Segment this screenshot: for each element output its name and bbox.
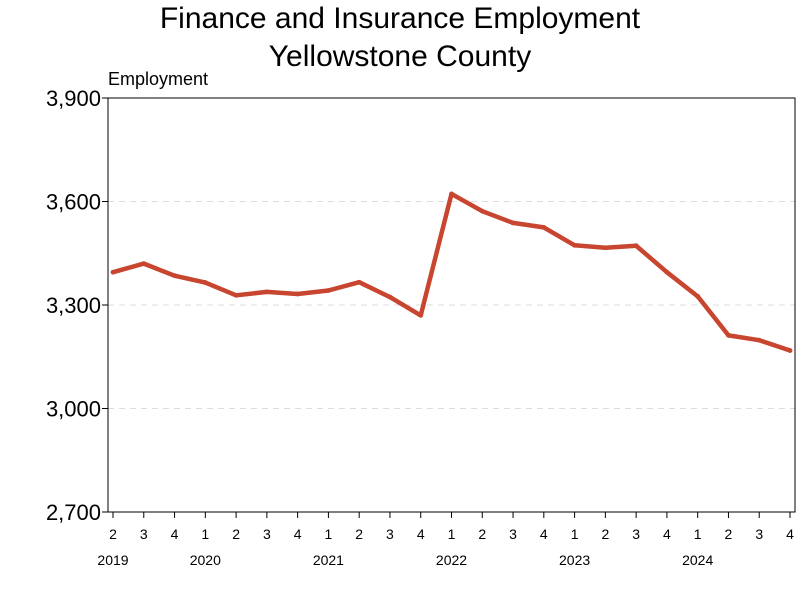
x-tick-label: 2 xyxy=(725,526,733,542)
data-point xyxy=(695,293,701,299)
x-tick-label: 2 xyxy=(478,526,486,542)
y-tick-label: 3,000 xyxy=(46,397,101,422)
x-tick-label: 1 xyxy=(325,526,333,542)
y-tick-label: 3,300 xyxy=(46,293,101,318)
y-axis-label: Employment xyxy=(108,69,208,89)
x-year-label: 2024 xyxy=(682,552,713,568)
data-point xyxy=(356,279,362,285)
x-tick-label: 4 xyxy=(417,526,425,542)
data-point xyxy=(602,245,608,251)
data-point xyxy=(233,292,239,298)
x-year-label: 2023 xyxy=(559,552,590,568)
x-tick-label: 2 xyxy=(355,526,363,542)
y-tick-label: 3,900 xyxy=(46,86,101,111)
y-tick-label: 2,700 xyxy=(46,500,101,525)
data-point xyxy=(726,332,731,338)
x-year-label: 2022 xyxy=(436,552,467,568)
data-point xyxy=(172,273,177,279)
x-tick-label: 4 xyxy=(786,526,794,542)
x-tick-label: 2 xyxy=(601,526,609,542)
x-tick-label: 1 xyxy=(201,526,209,542)
data-point xyxy=(787,348,793,353)
data-point xyxy=(202,280,208,285)
data-point xyxy=(326,288,331,293)
x-tick-label: 1 xyxy=(571,526,579,542)
x-tick-label: 4 xyxy=(663,526,671,542)
data-point xyxy=(479,208,485,214)
data-point xyxy=(572,242,577,248)
data-point xyxy=(664,269,670,275)
x-tick-label: 2 xyxy=(109,526,117,542)
data-point xyxy=(633,243,639,249)
data-point xyxy=(387,294,393,300)
data-point xyxy=(541,224,547,230)
data-point xyxy=(449,191,454,197)
x-tick-label: 4 xyxy=(294,526,302,542)
data-point xyxy=(110,269,116,275)
data-point xyxy=(141,261,147,266)
data-point xyxy=(264,289,270,295)
data-point xyxy=(418,312,424,318)
y-tick-label: 3,600 xyxy=(46,190,101,215)
x-year-label: 2019 xyxy=(97,552,128,568)
x-tick-label: 1 xyxy=(694,526,702,542)
data-point xyxy=(756,337,762,343)
x-tick-label: 1 xyxy=(448,526,456,542)
x-tick-label: 4 xyxy=(540,526,548,542)
data-point xyxy=(295,291,301,297)
x-year-label: 2020 xyxy=(190,552,221,568)
x-tick-label: 4 xyxy=(171,526,179,542)
series-line xyxy=(110,191,793,353)
chart-subtitle: Yellowstone County xyxy=(268,40,532,73)
x-year-label: 2021 xyxy=(313,552,344,568)
x-tick-label: 3 xyxy=(509,526,517,542)
x-tick-label: 3 xyxy=(755,526,763,542)
x-tick-label: 3 xyxy=(263,526,271,542)
x-tick-label: 3 xyxy=(140,526,148,542)
x-tick-label: 2 xyxy=(232,526,240,542)
x-tick-label: 3 xyxy=(386,526,394,542)
chart-title: Finance and Insurance Employment xyxy=(159,2,641,35)
data-point xyxy=(510,220,516,226)
x-tick-label: 3 xyxy=(632,526,640,542)
